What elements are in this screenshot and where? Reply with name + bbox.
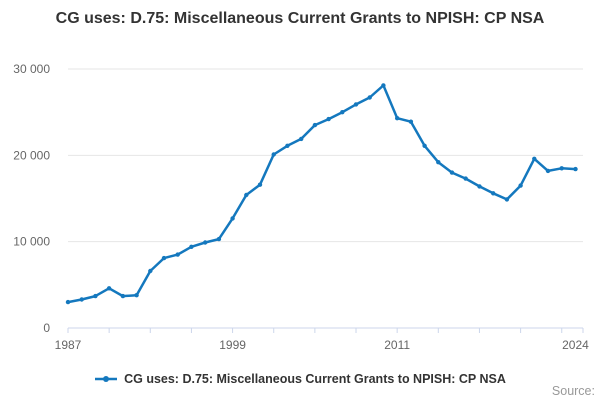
- data-point-marker[interactable]: [257, 182, 263, 187]
- source-label: Source:: [551, 384, 595, 398]
- legend-line-marker-icon: [95, 376, 118, 382]
- data-point-marker[interactable]: [532, 156, 537, 161]
- data-point-marker[interactable]: [161, 255, 167, 261]
- data-point-marker[interactable]: [65, 299, 71, 305]
- data-point-marker[interactable]: [408, 119, 414, 124]
- data-point-marker[interactable]: [367, 95, 372, 100]
- data-point-marker[interactable]: [230, 216, 235, 221]
- data-point-marker[interactable]: [326, 116, 331, 122]
- x-axis-label: 1999: [219, 338, 246, 352]
- data-point-marker[interactable]: [106, 286, 112, 291]
- data-point-marker[interactable]: [120, 293, 126, 299]
- data-point-marker[interactable]: [93, 293, 98, 299]
- series-line[interactable]: [66, 84, 577, 304]
- y-axis-label: 30 000: [13, 62, 50, 76]
- x-axis-label: 1987: [55, 338, 82, 352]
- data-point-marker[interactable]: [436, 160, 441, 165]
- data-point-marker[interactable]: [134, 293, 139, 298]
- y-axis-label: 10 000: [13, 235, 50, 249]
- y-axis-label: 0: [43, 321, 50, 335]
- data-point-marker[interactable]: [395, 116, 400, 121]
- data-point-marker[interactable]: [216, 236, 222, 242]
- data-point-marker[interactable]: [518, 183, 523, 188]
- data-point-marker[interactable]: [299, 136, 304, 142]
- data-point-marker[interactable]: [285, 143, 290, 148]
- data-point-marker[interactable]: [477, 184, 482, 189]
- data-point-marker[interactable]: [189, 244, 194, 249]
- data-point-marker[interactable]: [422, 143, 427, 148]
- data-point-marker[interactable]: [271, 152, 276, 157]
- data-point-marker[interactable]: [312, 122, 318, 128]
- data-point-marker[interactable]: [545, 168, 551, 174]
- data-point-marker[interactable]: [449, 170, 455, 175]
- data-point-marker[interactable]: [504, 197, 510, 202]
- legend-item[interactable]: CG uses: D.75: Miscellaneous Current Gra…: [0, 372, 600, 386]
- x-axis-label: 2024: [562, 338, 589, 352]
- data-point-marker[interactable]: [203, 240, 208, 245]
- data-point-marker[interactable]: [244, 192, 249, 198]
- data-point-marker[interactable]: [79, 297, 84, 302]
- data-point-marker[interactable]: [340, 110, 345, 115]
- x-axis-label: 2011: [384, 338, 410, 352]
- data-point-marker[interactable]: [353, 102, 359, 107]
- data-point-marker[interactable]: [573, 166, 578, 172]
- data-point-marker[interactable]: [381, 83, 386, 88]
- data-point-marker[interactable]: [463, 176, 468, 181]
- data-point-marker[interactable]: [491, 191, 496, 196]
- data-point-marker[interactable]: [148, 268, 153, 274]
- data-point-marker[interactable]: [175, 252, 180, 257]
- legend-label: CG uses: D.75: Miscellaneous Current Gra…: [124, 372, 506, 386]
- chart-title: CG uses: D.75: Miscellaneous Current Gra…: [55, 10, 545, 27]
- data-point-marker[interactable]: [559, 166, 564, 171]
- y-axis-label: 20 000: [13, 148, 50, 162]
